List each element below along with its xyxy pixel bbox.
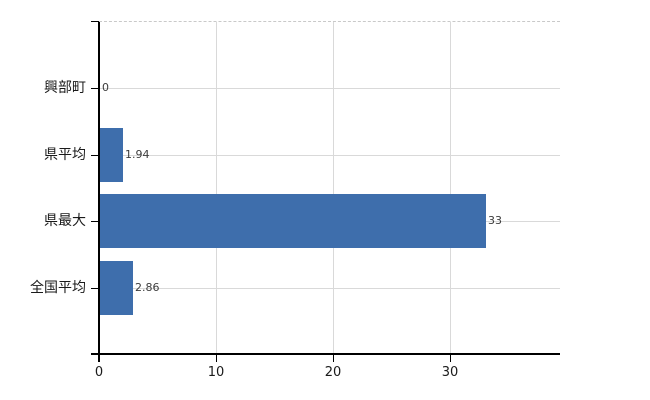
bar-value-label: 2.86 <box>135 281 160 294</box>
x-axis-tick-label: 30 <box>441 365 459 380</box>
category-label: 全国平均 <box>30 280 86 296</box>
x-axis-tick-label: 10 <box>207 365 225 380</box>
bar-value-label: 33 <box>488 214 502 227</box>
x-axis-tick-label: 0 <box>94 365 104 380</box>
bar-4 <box>100 261 133 315</box>
horizontal-gridline <box>99 155 560 156</box>
y-axis-tick <box>91 88 99 89</box>
x-axis-tick <box>216 354 217 362</box>
horizontal-gridline <box>99 88 560 89</box>
bar-3 <box>100 194 486 248</box>
category-label: 県最大 <box>44 213 86 229</box>
horizontal-gridline <box>99 288 560 289</box>
plot-area-top-border <box>99 21 560 22</box>
vertical-gridline <box>450 22 451 354</box>
y-axis-line <box>98 22 100 362</box>
vertical-gridline <box>216 22 217 354</box>
category-label: 県平均 <box>44 147 86 163</box>
y-axis-tick <box>91 288 99 289</box>
x-axis-tick <box>450 354 451 362</box>
y-axis-tick <box>91 221 99 222</box>
x-axis-tick-label: 20 <box>324 365 342 380</box>
bar-value-label: 1.94 <box>125 148 150 161</box>
bar-2 <box>100 128 123 182</box>
x-axis-tick <box>333 354 334 362</box>
category-label: 興部町 <box>44 80 86 96</box>
bar-value-label: 0 <box>102 81 109 94</box>
y-axis-tick <box>91 21 99 22</box>
y-axis-tick <box>91 155 99 156</box>
x-axis-line <box>91 353 560 355</box>
vertical-gridline <box>333 22 334 354</box>
